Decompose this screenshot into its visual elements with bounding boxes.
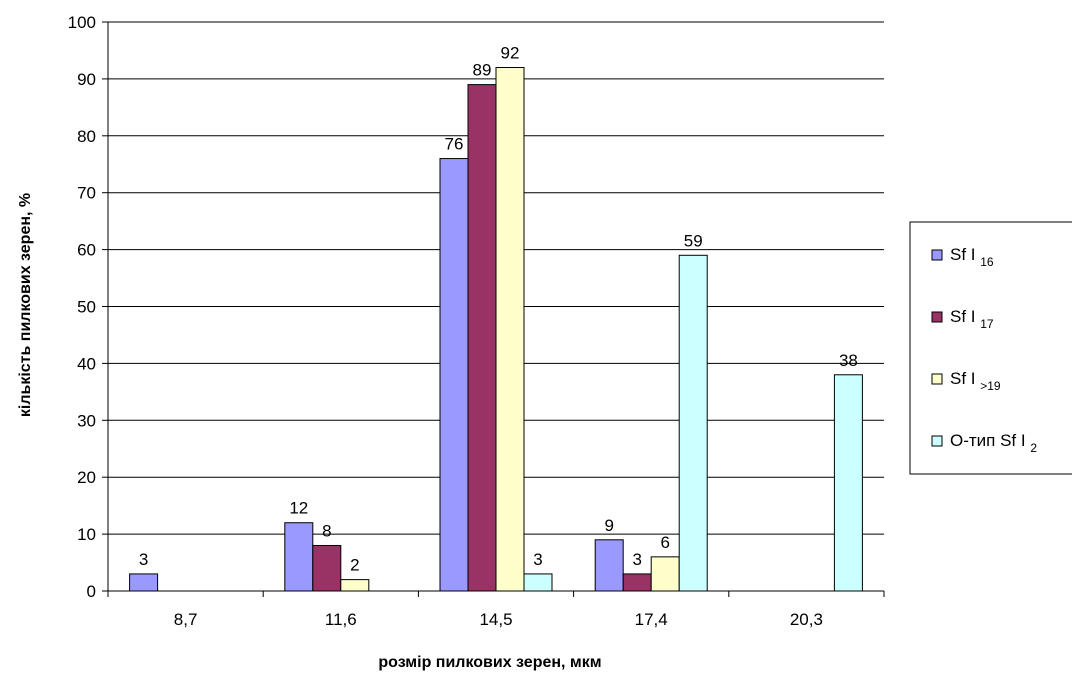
data-label: 3 [533, 550, 542, 569]
data-label: 8 [322, 521, 331, 540]
data-label: 2 [350, 556, 359, 575]
y-axis-title: кількість пилкових зерен, % [17, 193, 34, 417]
legend-swatch [932, 374, 942, 384]
bar [130, 574, 158, 591]
y-tick-label: 70 [77, 184, 96, 203]
y-tick-label: 40 [77, 354, 96, 373]
x-tick-label: 8,7 [174, 610, 198, 629]
y-tick-label: 0 [87, 582, 96, 601]
bar [341, 580, 369, 591]
bars [130, 68, 863, 591]
bar [468, 85, 496, 591]
x-tick-label: 17,4 [635, 610, 668, 629]
x-tick-label: 20,3 [790, 610, 823, 629]
bar [623, 574, 651, 591]
legend-swatch [932, 436, 942, 446]
bar [496, 68, 524, 591]
y-tick-label: 60 [77, 241, 96, 260]
bar [285, 523, 313, 591]
bar [834, 375, 862, 591]
bar [524, 574, 552, 591]
legend-swatch [932, 312, 942, 322]
data-label: 59 [684, 231, 703, 250]
bar [679, 255, 707, 591]
data-label: 3 [632, 550, 641, 569]
data-label: 9 [604, 516, 613, 535]
x-tick-label: 14,5 [479, 610, 512, 629]
y-tick-label: 30 [77, 411, 96, 430]
data-label: 76 [445, 135, 464, 154]
bar [651, 557, 679, 591]
data-label: 89 [473, 61, 492, 80]
bar [595, 540, 623, 591]
y-tick-label: 10 [77, 525, 96, 544]
y-tick-label: 50 [77, 298, 96, 317]
bar [440, 159, 468, 591]
bar [313, 545, 341, 591]
data-label: 3 [139, 550, 148, 569]
data-label: 6 [660, 533, 669, 552]
data-label: 38 [839, 351, 858, 370]
x-axis-title: розмір пилкових зерен, мкм [378, 654, 601, 671]
x-tick-label: 11,6 [325, 610, 357, 629]
y-tick-label: 90 [77, 70, 96, 89]
data-label: 12 [289, 499, 308, 518]
y-tick-label: 80 [77, 127, 96, 146]
legend-swatch [932, 250, 942, 260]
y-tick-label: 100 [68, 13, 96, 32]
y-tick-label: 20 [77, 468, 96, 487]
data-label: 92 [501, 44, 520, 63]
